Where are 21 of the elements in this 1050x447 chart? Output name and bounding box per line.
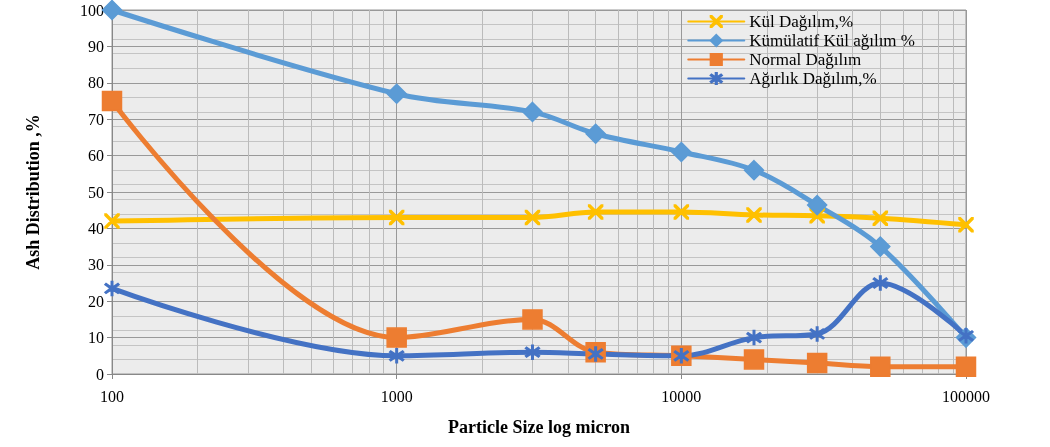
x-tick-label: 1000	[380, 387, 413, 405]
y-tick-label: 30	[88, 256, 104, 274]
y-tick-label: 40	[88, 219, 104, 237]
x-tick-label: 100	[100, 387, 124, 405]
y-tick-label: 80	[88, 74, 104, 92]
y-tick-label: 0	[96, 365, 104, 383]
x-tick-label: 100000	[942, 387, 990, 405]
y-tick-label: 70	[88, 110, 104, 128]
y-tick-label: 100	[80, 1, 104, 19]
legend-label: Normal Dağılım	[749, 50, 862, 69]
y-tick-label: 10	[88, 329, 104, 347]
y-tick-label: 20	[88, 292, 104, 310]
x-tick-label: 10000	[661, 387, 702, 405]
x-axis-title: Particle Size log micron	[447, 417, 631, 437]
legend-label: Kül Dağılım,%	[749, 12, 854, 31]
legend-label: Kümülatif Kül ağılım %	[749, 31, 916, 50]
legend-label: Ağırlık Dağılım,%	[749, 69, 877, 88]
y-tick-label: 90	[88, 37, 104, 55]
y-tick-label: 50	[88, 183, 104, 201]
y-axis-title: Ash Distribution ,%	[23, 114, 43, 270]
y-tick-label: 60	[88, 147, 104, 165]
